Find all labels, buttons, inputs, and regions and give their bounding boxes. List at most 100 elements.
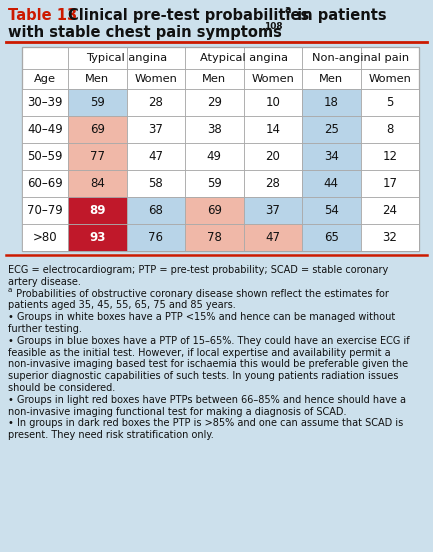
- Bar: [22, 47, 419, 251]
- Text: 29: 29: [207, 96, 222, 109]
- Text: 32: 32: [382, 231, 397, 244]
- Text: 47: 47: [265, 231, 280, 244]
- Text: with stable chest pain symptoms: with stable chest pain symptoms: [8, 25, 282, 40]
- Text: 28: 28: [149, 96, 163, 109]
- Text: 47: 47: [148, 150, 163, 163]
- Text: Probabilities of obstructive coronary disease shown reflect the estimates for: Probabilities of obstructive coronary di…: [13, 289, 389, 299]
- Text: 69: 69: [207, 204, 222, 217]
- Text: 30–39: 30–39: [27, 96, 63, 109]
- Text: 40–49: 40–49: [27, 123, 63, 136]
- Text: patients aged 35, 45, 55, 65, 75 and 85 years.: patients aged 35, 45, 55, 65, 75 and 85 …: [8, 300, 236, 310]
- Text: Women: Women: [368, 74, 411, 84]
- Text: 38: 38: [207, 123, 222, 136]
- Bar: [302, 116, 361, 143]
- Bar: [361, 170, 419, 197]
- Bar: [361, 143, 419, 170]
- Bar: [22, 143, 68, 170]
- Bar: [126, 89, 185, 116]
- Text: 69: 69: [90, 123, 105, 136]
- Bar: [302, 143, 361, 170]
- Text: 108: 108: [264, 22, 283, 31]
- Bar: [126, 170, 185, 197]
- Bar: [302, 197, 361, 224]
- Bar: [68, 116, 126, 143]
- Text: • In groups in dark red boxes the PTP is >85% and one can assume that SCAD is: • In groups in dark red boxes the PTP is…: [8, 418, 403, 428]
- Text: 28: 28: [265, 177, 280, 190]
- Text: ECG = electrocardiogram; PTP = pre-test probability; SCAD = stable coronary: ECG = electrocardiogram; PTP = pre-test …: [8, 265, 388, 275]
- Bar: [68, 224, 126, 251]
- Text: further testing.: further testing.: [8, 324, 82, 334]
- Bar: [243, 197, 302, 224]
- Bar: [126, 224, 185, 251]
- Bar: [185, 89, 243, 116]
- Bar: [361, 197, 419, 224]
- Text: 70–79: 70–79: [27, 204, 63, 217]
- Bar: [302, 224, 361, 251]
- Bar: [243, 170, 302, 197]
- Text: 59: 59: [207, 177, 222, 190]
- Bar: [68, 143, 126, 170]
- Bar: [185, 116, 243, 143]
- Text: Atypical angina: Atypical angina: [200, 53, 288, 63]
- Text: non-invasive imaging functional test for making a diagnosis of SCAD.: non-invasive imaging functional test for…: [8, 407, 346, 417]
- Text: Women: Women: [134, 74, 177, 84]
- Text: >80: >80: [32, 231, 57, 244]
- Text: 37: 37: [149, 123, 163, 136]
- Bar: [243, 89, 302, 116]
- Text: Typical angina: Typical angina: [86, 53, 167, 63]
- Text: 24: 24: [382, 204, 397, 217]
- Text: 58: 58: [149, 177, 163, 190]
- Text: 34: 34: [324, 150, 339, 163]
- Text: 68: 68: [149, 204, 163, 217]
- Text: 54: 54: [324, 204, 339, 217]
- Bar: [361, 89, 419, 116]
- Bar: [126, 197, 185, 224]
- Text: 77: 77: [90, 150, 105, 163]
- Text: a: a: [285, 5, 291, 15]
- Text: 37: 37: [265, 204, 280, 217]
- Bar: [185, 224, 243, 251]
- Bar: [185, 143, 243, 170]
- Text: Clinical pre-test probabilities: Clinical pre-test probabilities: [68, 8, 309, 23]
- Bar: [22, 116, 68, 143]
- Text: 60–69: 60–69: [27, 177, 63, 190]
- Text: Men: Men: [319, 74, 343, 84]
- Text: Men: Men: [85, 74, 109, 84]
- Text: Men: Men: [202, 74, 226, 84]
- Text: superior diagnostic capabilities of such tests. In young patients radiation issu: superior diagnostic capabilities of such…: [8, 371, 398, 381]
- Text: 44: 44: [324, 177, 339, 190]
- Text: Age: Age: [34, 74, 56, 84]
- Bar: [361, 116, 419, 143]
- Text: 78: 78: [207, 231, 222, 244]
- Bar: [126, 116, 185, 143]
- Bar: [185, 170, 243, 197]
- Text: 89: 89: [89, 204, 106, 217]
- Text: non-invasive imaging based test for ischaemia this would be preferable given the: non-invasive imaging based test for isch…: [8, 359, 408, 369]
- Text: 8: 8: [386, 123, 394, 136]
- Text: feasible as the initial test. However, if local expertise and availability permi: feasible as the initial test. However, i…: [8, 348, 391, 358]
- Text: • Groups in light red boxes have PTPs between 66–85% and hence should have a: • Groups in light red boxes have PTPs be…: [8, 395, 406, 405]
- Text: 65: 65: [324, 231, 339, 244]
- Bar: [126, 143, 185, 170]
- Text: • Groups in white boxes have a PTP <15% and hence can be managed without: • Groups in white boxes have a PTP <15% …: [8, 312, 395, 322]
- Text: 25: 25: [324, 123, 339, 136]
- Bar: [68, 197, 126, 224]
- Text: • Groups in blue boxes have a PTP of 15–65%. They could have an exercise ECG if: • Groups in blue boxes have a PTP of 15–…: [8, 336, 410, 346]
- Text: 93: 93: [89, 231, 106, 244]
- Bar: [22, 197, 68, 224]
- Text: Table 13: Table 13: [8, 8, 77, 23]
- Text: 10: 10: [265, 96, 280, 109]
- Text: 5: 5: [386, 96, 394, 109]
- Text: 49: 49: [207, 150, 222, 163]
- Bar: [243, 143, 302, 170]
- Text: 84: 84: [90, 177, 105, 190]
- Text: present. They need risk stratification only.: present. They need risk stratification o…: [8, 430, 214, 440]
- Text: a: a: [8, 286, 13, 293]
- Bar: [22, 89, 68, 116]
- Bar: [68, 170, 126, 197]
- Bar: [185, 197, 243, 224]
- Bar: [243, 116, 302, 143]
- Bar: [243, 224, 302, 251]
- Text: 59: 59: [90, 96, 105, 109]
- Text: 20: 20: [265, 150, 280, 163]
